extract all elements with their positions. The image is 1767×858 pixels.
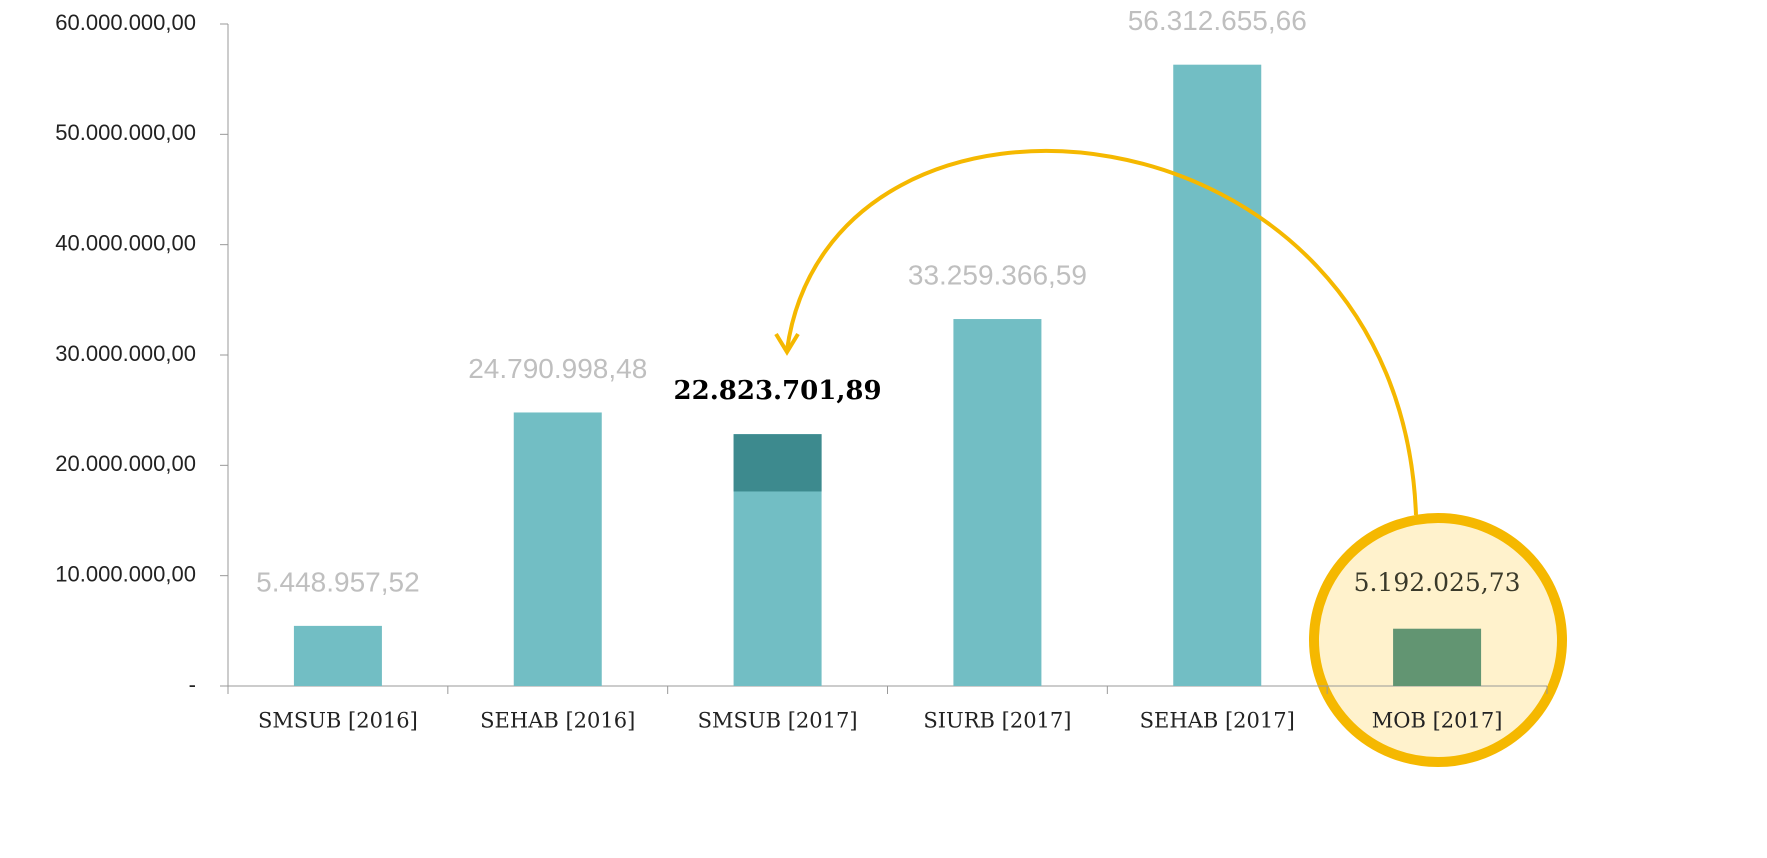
plot: - 10.000.000,00 20.000.000,00 30.000.000,00… bbox=[55, 5, 1548, 733]
value-label: 22.823.701,89 bbox=[674, 376, 882, 406]
bar bbox=[1173, 64, 1262, 686]
x-tick-label: SEHAB [2017] bbox=[1140, 709, 1295, 733]
arrow-head bbox=[774, 332, 800, 356]
x-tick-label: SEHAB [2016] bbox=[480, 709, 635, 733]
value-label: 5.192.025,73 bbox=[1354, 568, 1521, 597]
y-tick-label: - bbox=[189, 672, 196, 697]
y-tick-label: 60.000.000,00 bbox=[55, 10, 196, 35]
bar bbox=[513, 412, 602, 686]
arrow bbox=[785, 149, 1418, 516]
highlight-segment bbox=[733, 434, 822, 492]
y-tick-label: 50.000.000,00 bbox=[55, 120, 196, 145]
x-tick-label: SIURB [2017] bbox=[923, 709, 1071, 733]
value-label: 33.259.366,59 bbox=[908, 259, 1087, 290]
value-label: 24.790.998,48 bbox=[468, 353, 647, 384]
y-tick-label: 40.000.000,00 bbox=[55, 230, 196, 255]
value-label: 5.448.957,52 bbox=[256, 566, 420, 597]
y-tick-label: 30.000.000,00 bbox=[55, 341, 196, 366]
bar bbox=[293, 625, 382, 686]
x-tick-label: MOB [2017] bbox=[1372, 709, 1503, 733]
bar bbox=[953, 319, 1042, 686]
y-tick-label: 20.000.000,00 bbox=[55, 451, 196, 476]
x-tick-label: SMSUB [2017] bbox=[698, 709, 858, 733]
value-label: 56.312.655,66 bbox=[1128, 5, 1307, 36]
y-tick-label: 10.000.000,00 bbox=[55, 561, 196, 586]
bar bbox=[1393, 628, 1482, 686]
x-tick-label: SMSUB [2016] bbox=[258, 709, 418, 733]
